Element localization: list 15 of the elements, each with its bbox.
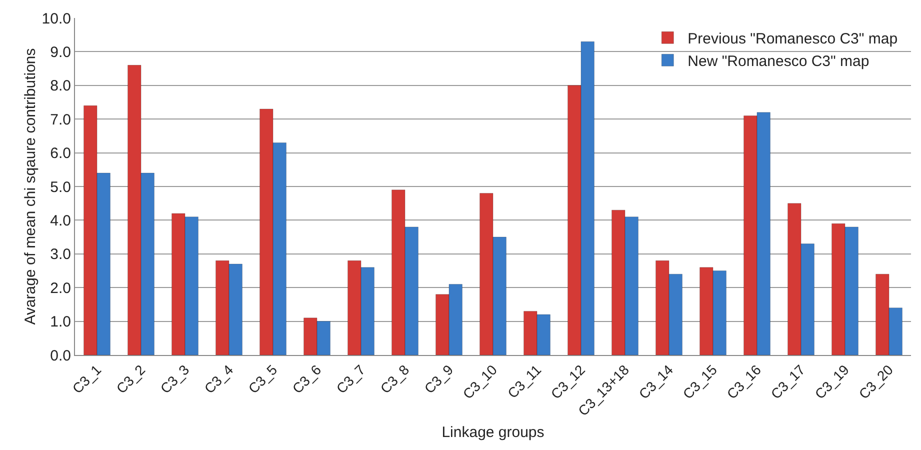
y-tick-label: 10.0: [42, 10, 71, 28]
legend-label: Previous "Romanesco C3" map: [688, 30, 898, 48]
y-tick-label: 7.0: [50, 111, 71, 128]
legend-label: New "Romanesco C3" map: [688, 52, 870, 70]
x-axis-title: Linkage groups: [442, 424, 544, 441]
y-tick-label: 1.0: [50, 314, 71, 331]
y-tick-label: 5.0: [50, 178, 71, 196]
y-axis-title: Avarage of mean chi sqaure contributions: [22, 48, 39, 325]
y-tick-label: 6.0: [50, 145, 71, 162]
y-tick-label: 8.0: [50, 78, 71, 95]
y-tick-label: 0.0: [50, 347, 71, 364]
y-tick-label: 9.0: [50, 44, 71, 61]
y-tick-label: 3.0: [50, 246, 71, 264]
y-tick-label: 4.0: [50, 212, 71, 230]
y-tick-label: 2.0: [50, 280, 71, 297]
